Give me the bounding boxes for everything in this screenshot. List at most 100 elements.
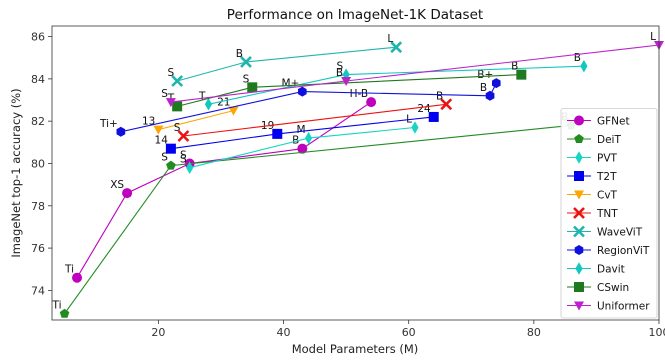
data-point-gfnet xyxy=(366,97,377,108)
legend-item-gfnet: GFNet xyxy=(567,115,630,128)
data-point-pvt xyxy=(186,161,194,174)
data-point-t2t xyxy=(165,143,176,154)
point-label-gfnet: Ti xyxy=(64,264,74,276)
data-point-pvt xyxy=(304,131,313,145)
data-point-t2t xyxy=(272,128,283,139)
series-regionvit: Ti+M+ BB+ xyxy=(99,69,501,137)
point-label-wavevit: L xyxy=(387,33,393,45)
point-label-deit: Ti xyxy=(51,300,61,312)
data-point-davit xyxy=(580,59,588,73)
y-axis: 74 76 78 80 82 84 86 xyxy=(31,31,52,297)
point-label-davit: S xyxy=(336,61,343,73)
legend-marker-pvt xyxy=(575,151,583,164)
y-axis-label: ImageNet top-1 accuracy (%) xyxy=(9,88,23,257)
legend-marker-cswin xyxy=(574,282,584,292)
series-line-tnt xyxy=(183,103,447,137)
legend-label-tnt: TNT xyxy=(596,208,618,220)
legend-marker-uniformer xyxy=(574,301,584,311)
point-label-gfnet: S xyxy=(180,149,187,161)
legend-label-davit: Davit xyxy=(597,264,625,276)
point-label-cswin: S xyxy=(243,73,250,85)
chart-title: Performance on ImageNet-1K Dataset xyxy=(227,7,483,23)
data-point-cswin xyxy=(247,82,258,93)
data-point-cvt xyxy=(153,125,164,135)
legend-item-regionvit: RegionViT xyxy=(567,245,650,257)
point-label-regionvit: B+ xyxy=(477,69,493,81)
point-label-pvt: M xyxy=(297,124,306,136)
data-point-gfnet xyxy=(122,188,133,199)
legend-item-t2t: T2T xyxy=(567,171,617,183)
series-davit: TSB xyxy=(198,52,588,111)
data-point-deit xyxy=(166,160,176,170)
legend-marker-cvt xyxy=(574,190,584,200)
data-point-regionvit xyxy=(485,90,495,101)
point-label-uniformer: B xyxy=(336,67,343,79)
y-tick-label: 76 xyxy=(31,242,45,255)
legend-box xyxy=(560,108,658,319)
point-label-t2t: 14 xyxy=(155,135,169,147)
x-tick-label: 100 xyxy=(649,326,665,339)
series-deit: Ti S B xyxy=(51,111,577,318)
legend-label-cswin: CSwin xyxy=(597,282,629,294)
point-label-regionvit: B xyxy=(480,82,487,94)
point-label-deit: S xyxy=(161,152,168,164)
legend: GFNet DeiT PVT T2T CvT TNT WaveViT RegionViT Dav… xyxy=(560,108,658,319)
data-point-regionvit xyxy=(116,126,126,137)
data-point-gfnet xyxy=(297,143,308,154)
legend-label-gfnet: GFNet xyxy=(597,116,630,128)
data-point-uniformer xyxy=(341,76,352,86)
y-tick-label: 84 xyxy=(31,73,45,86)
point-label-regionvit: Ti+ xyxy=(99,118,118,130)
legend-item-cvt: CvT xyxy=(567,190,618,202)
y-tick-label: 74 xyxy=(31,284,45,297)
point-label-uniformer: L xyxy=(650,31,656,43)
point-label-gfnet: XS xyxy=(110,179,124,191)
x-tick-label: 60 xyxy=(402,326,416,339)
legend-label-deit: DeiT xyxy=(597,134,621,146)
legend-item-uniformer: Uniformer xyxy=(567,301,650,313)
data-point-regionvit xyxy=(492,78,501,89)
data-point-deit xyxy=(59,308,70,318)
data-point-wavevit xyxy=(240,56,252,68)
point-label-wavevit: S xyxy=(167,67,174,79)
point-label-davit: B xyxy=(574,52,581,64)
y-tick-label: 78 xyxy=(31,200,45,213)
point-label-cvt: 21 xyxy=(217,97,230,109)
x-tick-label: 40 xyxy=(277,326,291,339)
legend-marker-deit xyxy=(574,134,584,143)
y-tick-label: 80 xyxy=(31,157,45,170)
legend-label-uniformer: Uniformer xyxy=(597,301,650,313)
y-tick-label: 86 xyxy=(31,31,45,44)
point-label-gfnet: B xyxy=(292,135,299,147)
series-line-deit xyxy=(64,124,572,315)
legend-marker-t2t xyxy=(574,171,584,181)
legend-marker-regionvit xyxy=(574,245,584,255)
series-tnt: SB xyxy=(174,90,453,142)
plot-frame xyxy=(51,25,660,321)
legend-marker-wavevit xyxy=(573,225,585,238)
legend-label-wavevit: WaveViT xyxy=(597,227,643,239)
plot-area: TiXSSBH-BTiSBSML1419241321SBSBLTi+M+BB+T… xyxy=(51,31,664,318)
point-label-regionvit: M+ xyxy=(281,78,299,90)
point-label-uniformer: S xyxy=(161,88,168,100)
legend-item-pvt: PVT xyxy=(567,151,618,165)
x-tick-label: 80 xyxy=(527,326,541,339)
legend-item-tnt: TNT xyxy=(567,207,618,220)
point-label-gfnet: H-B xyxy=(350,88,369,100)
point-label-cswin: B xyxy=(511,61,518,73)
x-axis: 20 40 60 80 100 xyxy=(151,320,665,339)
x-tick-label: 20 xyxy=(151,326,165,339)
point-label-davit: T xyxy=(198,90,206,102)
legend-label-regionvit: RegionViT xyxy=(597,245,650,257)
point-label-tnt: S xyxy=(174,122,181,134)
legend-label-t2t: T2T xyxy=(596,171,617,183)
series-wavevit: SBL xyxy=(167,33,403,87)
series-line-wavevit xyxy=(177,46,397,82)
legend-marker-davit xyxy=(575,262,583,275)
data-point-wavevit xyxy=(171,75,184,87)
data-point-pvt xyxy=(411,121,419,134)
legend-item-cswin: CSwin xyxy=(567,282,629,294)
